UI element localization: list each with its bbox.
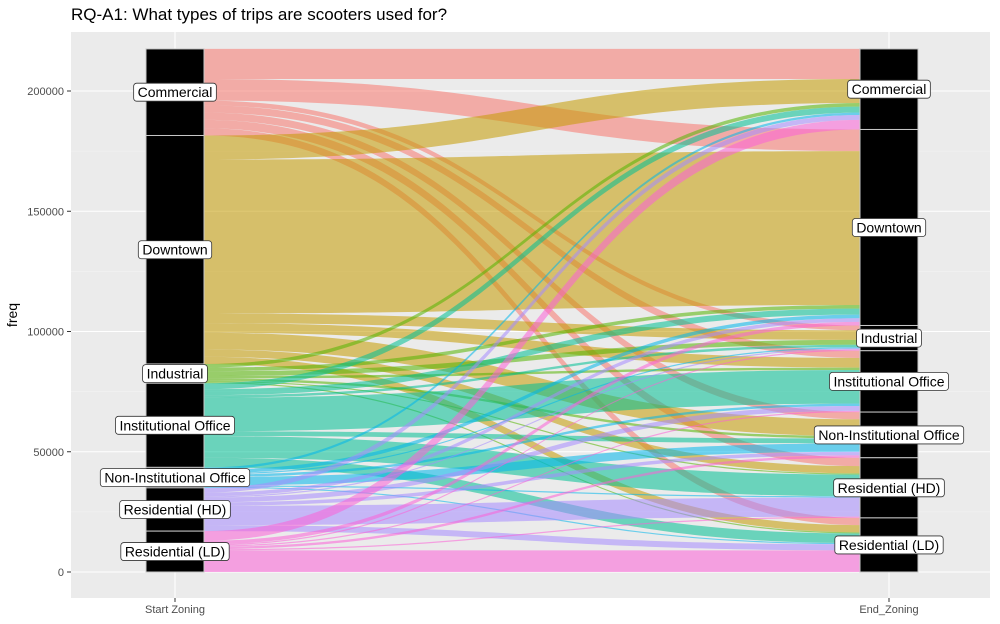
stratum-label-box (142, 364, 208, 383)
stratum-label-box (833, 478, 945, 498)
flow-ribbon (204, 516, 860, 551)
flow-ribbon (204, 410, 860, 547)
flow-ribbon (204, 318, 860, 497)
start-stratum-label: Non-Institutional Office (99, 468, 251, 488)
stratum-label-box (829, 372, 949, 391)
stratum-label-text: Non-Institutional Office (104, 470, 246, 486)
stratum-label-text: Institutional Office (833, 373, 944, 389)
flow-ribbon (204, 550, 860, 572)
start-stratum-label: Residential (LD) (120, 542, 230, 561)
stratum-label-text: Industrial (147, 366, 204, 382)
stratum-label-box (99, 468, 251, 488)
x-tick-label: End_Zoning (859, 604, 918, 616)
flow-ribbon (204, 369, 860, 432)
flow-ribbon (204, 356, 860, 533)
y-tick-label: 150000 (27, 206, 64, 218)
start-stratum-label: Downtown (137, 240, 213, 260)
flow-ribbon (204, 78, 860, 160)
y-tick-label: 100000 (27, 327, 64, 339)
stratum-label-text: Residential (HD) (838, 480, 941, 496)
start-stratum-label: Industrial (142, 364, 208, 383)
stratum-label-box (847, 79, 931, 99)
stratum-label-text: Commercial (138, 84, 213, 100)
y-axis: 0 50000 100000 150000 200000 (27, 86, 71, 579)
stratum-label-box (137, 240, 213, 260)
x-axis: Start Zoning End_Zoning (145, 598, 919, 616)
stratum-label-box (813, 425, 965, 445)
end-stratum-label: Downtown (851, 218, 927, 237)
flow-ribbon (204, 106, 860, 390)
end-stratum-label: Residential (LD) (834, 535, 944, 555)
flow-ribbon (204, 349, 860, 546)
flow-ribbon (204, 403, 860, 478)
y-tick-label: 0 (58, 567, 64, 579)
end-stratum-label: Commercial (847, 79, 931, 99)
stratum-label-box (133, 82, 217, 102)
end-stratum-label: Residential (HD) (833, 478, 945, 498)
stratum-label-text: Residential (LD) (839, 537, 939, 553)
stratum-labels: Commercial Downtown Industrial Institutiona… (99, 79, 965, 561)
flow-ribbon (204, 485, 860, 498)
flow-ribbon (204, 339, 860, 376)
flow-ribbon (204, 305, 860, 372)
y-tick-label: 200000 (27, 86, 64, 98)
y-axis-title: freq (4, 303, 20, 327)
stratum-label-box (851, 218, 927, 237)
flow-ribbon (204, 455, 860, 550)
flow-ribbon (204, 103, 860, 368)
stratum-label-text: Institutional Office (119, 417, 230, 433)
flow-ribbon (204, 348, 860, 498)
stratum-label-box (856, 328, 922, 348)
stratum-label-box (115, 415, 235, 435)
stratum-label-text: Non-Institutional Office (818, 427, 960, 443)
flow-ribbon (204, 347, 860, 475)
end-stratum-label: Institutional Office (829, 372, 949, 391)
stratum-label-box (120, 542, 230, 561)
flow-ribbon (204, 321, 860, 545)
flow-ribbon (204, 406, 860, 503)
flow-ribbon (204, 151, 860, 314)
stratum-label-text: Commercial (852, 81, 927, 97)
x-tick-label: Start Zoning (145, 604, 205, 616)
flow-ribbon (204, 115, 860, 493)
end-stratum-label: Industrial (856, 328, 922, 348)
stratum-label-box (119, 500, 231, 519)
start-stratum-label: Institutional Office (115, 415, 235, 435)
flow-ribbon (204, 48, 860, 79)
end-stratum-label: Non-Institutional Office (813, 425, 965, 445)
stratum-label-text: Residential (LD) (125, 544, 225, 560)
start-stratum-label: Commercial (133, 82, 217, 102)
flow-ribbon (204, 308, 860, 396)
flow-ribbon (204, 119, 860, 541)
start-stratum-label: Residential (HD) (119, 500, 231, 519)
flow-ribbons (204, 48, 860, 572)
flow-ribbon (204, 457, 860, 544)
flow-ribbon (204, 431, 860, 444)
y-tick-label: 50000 (33, 447, 64, 459)
stratum-label-box (834, 535, 944, 555)
flow-ribbon (204, 344, 860, 398)
flow-ribbon (204, 112, 860, 470)
stratum-label-text: Industrial (861, 330, 918, 346)
stratum-label-text: Downtown (142, 242, 207, 258)
chart-title: RQ-A1: What types of trips are scooters … (71, 5, 448, 24)
stratum-label-text: Residential (HD) (124, 501, 227, 517)
flow-ribbon (204, 323, 860, 368)
flow-ribbon (204, 314, 860, 474)
stratum-label-text: Downtown (856, 219, 921, 235)
flow-ribbon (204, 380, 860, 475)
